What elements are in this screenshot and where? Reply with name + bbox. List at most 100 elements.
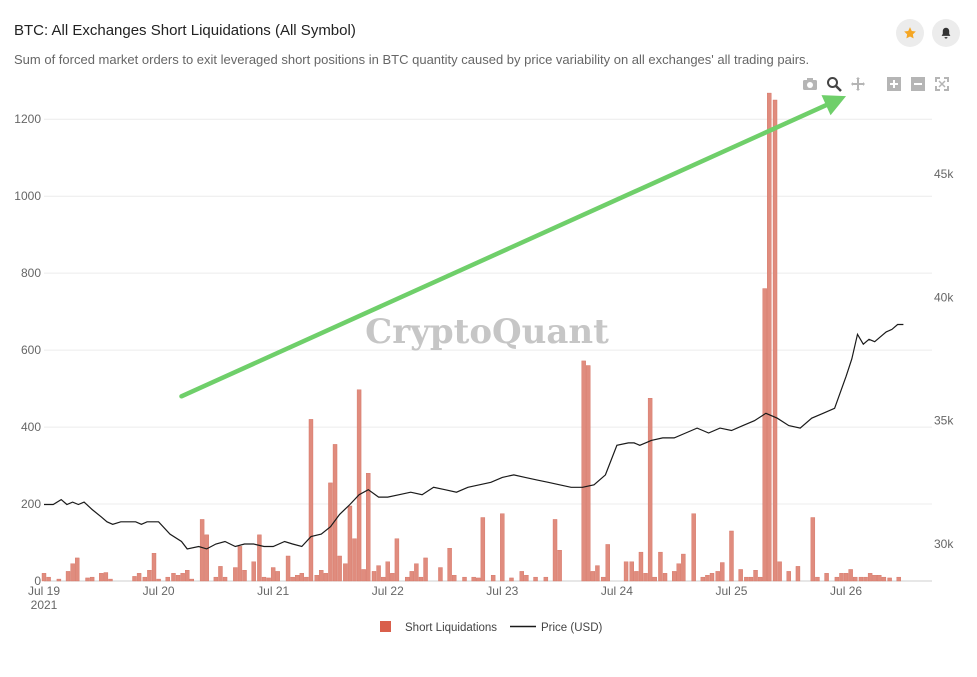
- x-tick-label: Jul 19: [28, 584, 60, 598]
- bar: [189, 578, 195, 582]
- trend-arrow-shaft: [179, 102, 829, 399]
- legend-label-short-liquidations: Short Liquidations: [405, 622, 497, 634]
- bar: [222, 576, 228, 582]
- x-tick-label: Jul 21: [257, 584, 289, 598]
- bar: [471, 576, 476, 582]
- bar: [89, 576, 95, 582]
- bar: [175, 575, 181, 582]
- bar: [509, 577, 514, 582]
- bar: [748, 576, 754, 582]
- bar: [132, 576, 137, 582]
- y-right-tick-label: 30k: [934, 537, 954, 551]
- bar: [361, 569, 366, 582]
- legend-bar-swatch: [380, 621, 391, 632]
- bar: [233, 567, 238, 582]
- bar: [595, 565, 600, 582]
- bar: [142, 576, 148, 582]
- notification-button[interactable]: [932, 19, 960, 47]
- bar: [405, 576, 410, 582]
- bar: [180, 573, 185, 582]
- bar: [586, 365, 591, 582]
- bar: [786, 571, 791, 582]
- bar: [590, 571, 596, 582]
- chart-legend: Short Liquidations Price (USD): [380, 621, 603, 634]
- bar: [881, 576, 887, 582]
- bar: [887, 577, 892, 582]
- bar: [605, 544, 610, 582]
- trend-arrow-head: [821, 95, 847, 116]
- bar: [65, 571, 71, 582]
- bar: [266, 577, 271, 582]
- bar: [772, 99, 778, 582]
- bar: [762, 288, 767, 582]
- bar: [332, 444, 338, 582]
- chart-toolbar: [800, 74, 952, 96]
- bar: [328, 482, 333, 582]
- bar: [480, 517, 486, 582]
- bar: [390, 573, 395, 582]
- bar: [156, 578, 161, 582]
- bar: [681, 553, 686, 582]
- x-tick-label: Jul 23: [486, 584, 518, 598]
- bar: [720, 562, 725, 582]
- bar: [385, 561, 390, 582]
- x-tick-label: Jul 20: [143, 584, 175, 598]
- zoom-button[interactable]: [824, 74, 844, 94]
- bar: [500, 513, 505, 582]
- zoom-out-button[interactable]: [908, 74, 928, 94]
- download-plot-button[interactable]: [800, 74, 820, 94]
- chart-subtitle: Sum of forced market orders to exit leve…: [14, 52, 810, 67]
- bar: [314, 575, 319, 582]
- bar: [270, 567, 276, 582]
- x-tick-label: Jul 26: [830, 584, 862, 598]
- bar: [676, 563, 681, 582]
- bar: [662, 573, 668, 582]
- bar: [242, 570, 247, 582]
- bar: [447, 548, 452, 582]
- bar: [634, 571, 639, 582]
- bar: [308, 419, 314, 582]
- bar: [824, 573, 829, 582]
- bar: [299, 573, 305, 582]
- zoom-icon: [827, 77, 842, 92]
- price-line: [44, 323, 904, 550]
- x-tick-label: 2021: [31, 598, 58, 612]
- bar: [671, 571, 677, 582]
- bar: [103, 572, 109, 582]
- bar: [777, 561, 782, 582]
- bar: [376, 565, 381, 582]
- watermark-logo: CryptoQuant: [365, 312, 609, 352]
- bar: [204, 534, 209, 582]
- bar: [490, 575, 496, 582]
- bar: [795, 566, 801, 582]
- bar: [519, 571, 525, 582]
- bar: [347, 505, 353, 582]
- bar: [99, 573, 104, 582]
- bar: [41, 573, 47, 582]
- bar: [715, 571, 720, 582]
- bar: [543, 576, 549, 582]
- bar: [251, 561, 256, 582]
- pan-button[interactable]: [848, 74, 868, 94]
- chart-title: BTC: All Exchanges Short Liquidations (A…: [14, 22, 356, 39]
- autoscale-button[interactable]: [932, 74, 952, 94]
- bar: [414, 563, 419, 582]
- bar: [858, 576, 864, 582]
- y-left-tick-label: 200: [21, 497, 41, 511]
- bar: [629, 561, 634, 582]
- bar: [394, 538, 400, 582]
- bar: [767, 92, 772, 582]
- y-right-tick-label: 40k: [934, 290, 954, 304]
- bar: [151, 553, 157, 582]
- y-left-tick-label: 1200: [14, 112, 41, 126]
- zoom-in-button[interactable]: [884, 74, 904, 94]
- x-tick-label: Jul 25: [715, 584, 747, 598]
- pan-icon: [851, 77, 865, 91]
- bar: [304, 576, 309, 582]
- bar: [75, 557, 80, 582]
- bar: [757, 576, 763, 582]
- bar: [744, 576, 749, 582]
- favorite-button[interactable]: [896, 19, 924, 47]
- y-left-tick-label: 0: [34, 574, 41, 588]
